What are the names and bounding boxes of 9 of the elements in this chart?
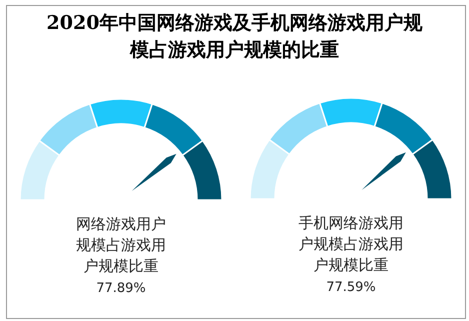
text: 2020年中国网络游戏及手机网络游戏用户规模占游戏用户规模的比重	[46, 12, 424, 61]
text: 网络游戏用户	[76, 215, 166, 233]
data-label: 77.89%	[96, 281, 146, 296]
text: 户规模比重	[84, 257, 158, 275]
text: 户规模比重	[314, 256, 388, 274]
text: 规模占游戏用	[76, 236, 166, 254]
data-label: 77.59%	[326, 280, 376, 295]
text: 户规模占游戏用	[298, 235, 404, 253]
text: 手机网络游戏用	[298, 214, 404, 232]
